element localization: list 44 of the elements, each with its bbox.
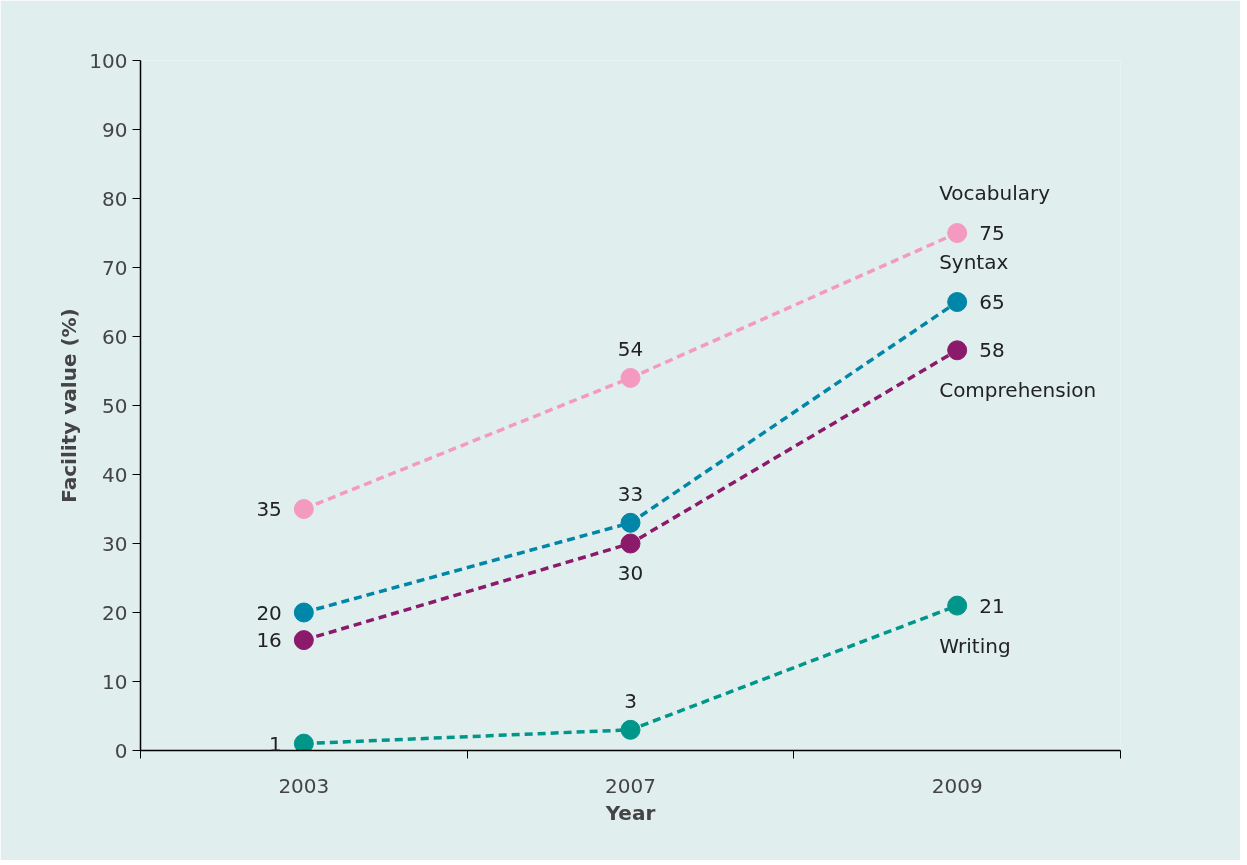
data-label: 58 bbox=[979, 338, 1005, 363]
y-tick-label: 70 bbox=[102, 255, 128, 280]
point bbox=[947, 292, 968, 312]
series-label: Writing bbox=[939, 633, 1011, 658]
data-label: 54 bbox=[617, 336, 644, 361]
data-label: 30 bbox=[617, 560, 644, 585]
data-label: 20 bbox=[256, 600, 282, 625]
data-label: 16 bbox=[256, 628, 282, 653]
y-tick-label: 60 bbox=[102, 324, 128, 349]
point bbox=[620, 533, 641, 554]
data-label: 33 bbox=[617, 481, 644, 506]
data-label: 65 bbox=[979, 290, 1005, 314]
x-axis-title: Year bbox=[604, 800, 656, 825]
point bbox=[293, 499, 314, 519]
point bbox=[620, 512, 641, 533]
series-label: Vocabulary bbox=[939, 181, 1051, 205]
data-label: 21 bbox=[979, 593, 1005, 618]
x-tick-label: 2007 bbox=[605, 773, 656, 798]
data-label: 1 bbox=[269, 731, 282, 756]
y-tick-label: 50 bbox=[102, 393, 128, 418]
point bbox=[947, 223, 968, 243]
series-label: Comprehension bbox=[939, 378, 1097, 403]
y-tick-label: 100 bbox=[89, 48, 128, 73]
point bbox=[620, 719, 641, 740]
x-tick-label: 2009 bbox=[931, 773, 983, 798]
point bbox=[293, 630, 314, 651]
point bbox=[293, 602, 314, 623]
series-label: Syntax bbox=[939, 250, 1009, 274]
data-label: 3 bbox=[624, 688, 637, 713]
y-tick-label: 30 bbox=[102, 531, 128, 556]
y-tick-label: 20 bbox=[102, 600, 128, 625]
point bbox=[293, 733, 314, 751]
y-axis-title: Facility value (%) bbox=[57, 308, 82, 503]
point bbox=[947, 595, 968, 616]
y-tick-label: 0 bbox=[114, 738, 128, 763]
y-tick-label: 80 bbox=[102, 186, 128, 211]
x-tick-label: 2003 bbox=[278, 773, 330, 798]
data-label: 35 bbox=[256, 497, 282, 521]
data-label: 75 bbox=[979, 221, 1005, 245]
y-tick-label: 90 bbox=[102, 117, 128, 142]
y-tick-label: 10 bbox=[102, 669, 128, 694]
point bbox=[620, 367, 641, 388]
y-tick-label: 40 bbox=[102, 462, 128, 487]
point bbox=[947, 340, 968, 361]
